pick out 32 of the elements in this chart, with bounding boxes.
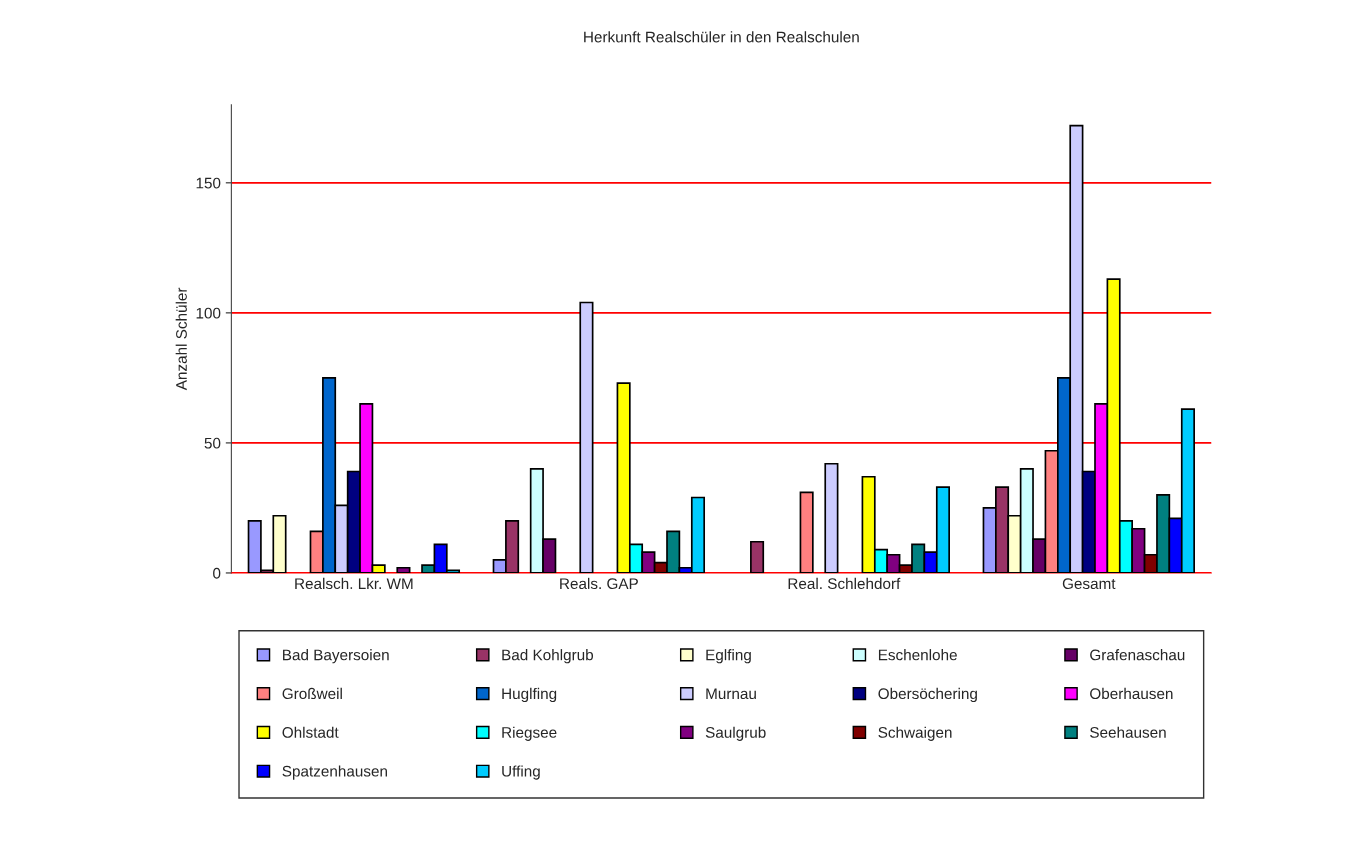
legend-label: Ohlstadt — [282, 726, 339, 738]
legend-label: Riegsee — [502, 726, 557, 741]
legend-label: Seehausen — [1090, 726, 1166, 738]
bar — [750, 540, 765, 573]
legend-label: Grafenaschau — [1090, 649, 1185, 661]
legend-label: Oberhausen — [1090, 687, 1173, 700]
legend-label: Bad Bayersoien — [283, 649, 389, 664]
bar — [579, 301, 594, 573]
legend-label: Bad Kohlgrub — [502, 649, 594, 664]
legend-label: Huglfing — [502, 687, 557, 703]
bar — [799, 491, 814, 573]
bar — [824, 462, 839, 573]
legend-label: Großweil — [282, 687, 342, 700]
chart-title: Herkunft Realschüler in den Realschulen — [584, 31, 859, 43]
legend-label: Eglfing — [706, 649, 751, 664]
y-axis-title: Anzahl Schüler — [175, 287, 187, 391]
y-tick-label: 0 — [213, 567, 221, 579]
x-tick-label: Gesamt — [1062, 578, 1116, 590]
legend-label: Schwaigen — [878, 726, 952, 741]
legend-label: Saulgrub — [705, 726, 766, 741]
legend-label: Obersöchering — [878, 687, 977, 703]
legend-label: Spatzenhausen — [282, 765, 387, 780]
legend-label: Eschenlohe — [878, 649, 957, 661]
y-tick-label: 150 — [196, 177, 221, 189]
legend-label: Uffing — [502, 765, 540, 780]
x-tick-label: Realsch. Lkr. WM — [295, 577, 413, 590]
legend-label: Murnau — [706, 688, 756, 700]
x-tick-label: Reals. GAP — [560, 577, 638, 590]
x-tick-label: Real. Schlehdorf — [788, 577, 901, 590]
y-tick-label: 100 — [196, 307, 221, 319]
y-tick-label: 50 — [204, 437, 221, 449]
bar — [396, 566, 411, 573]
